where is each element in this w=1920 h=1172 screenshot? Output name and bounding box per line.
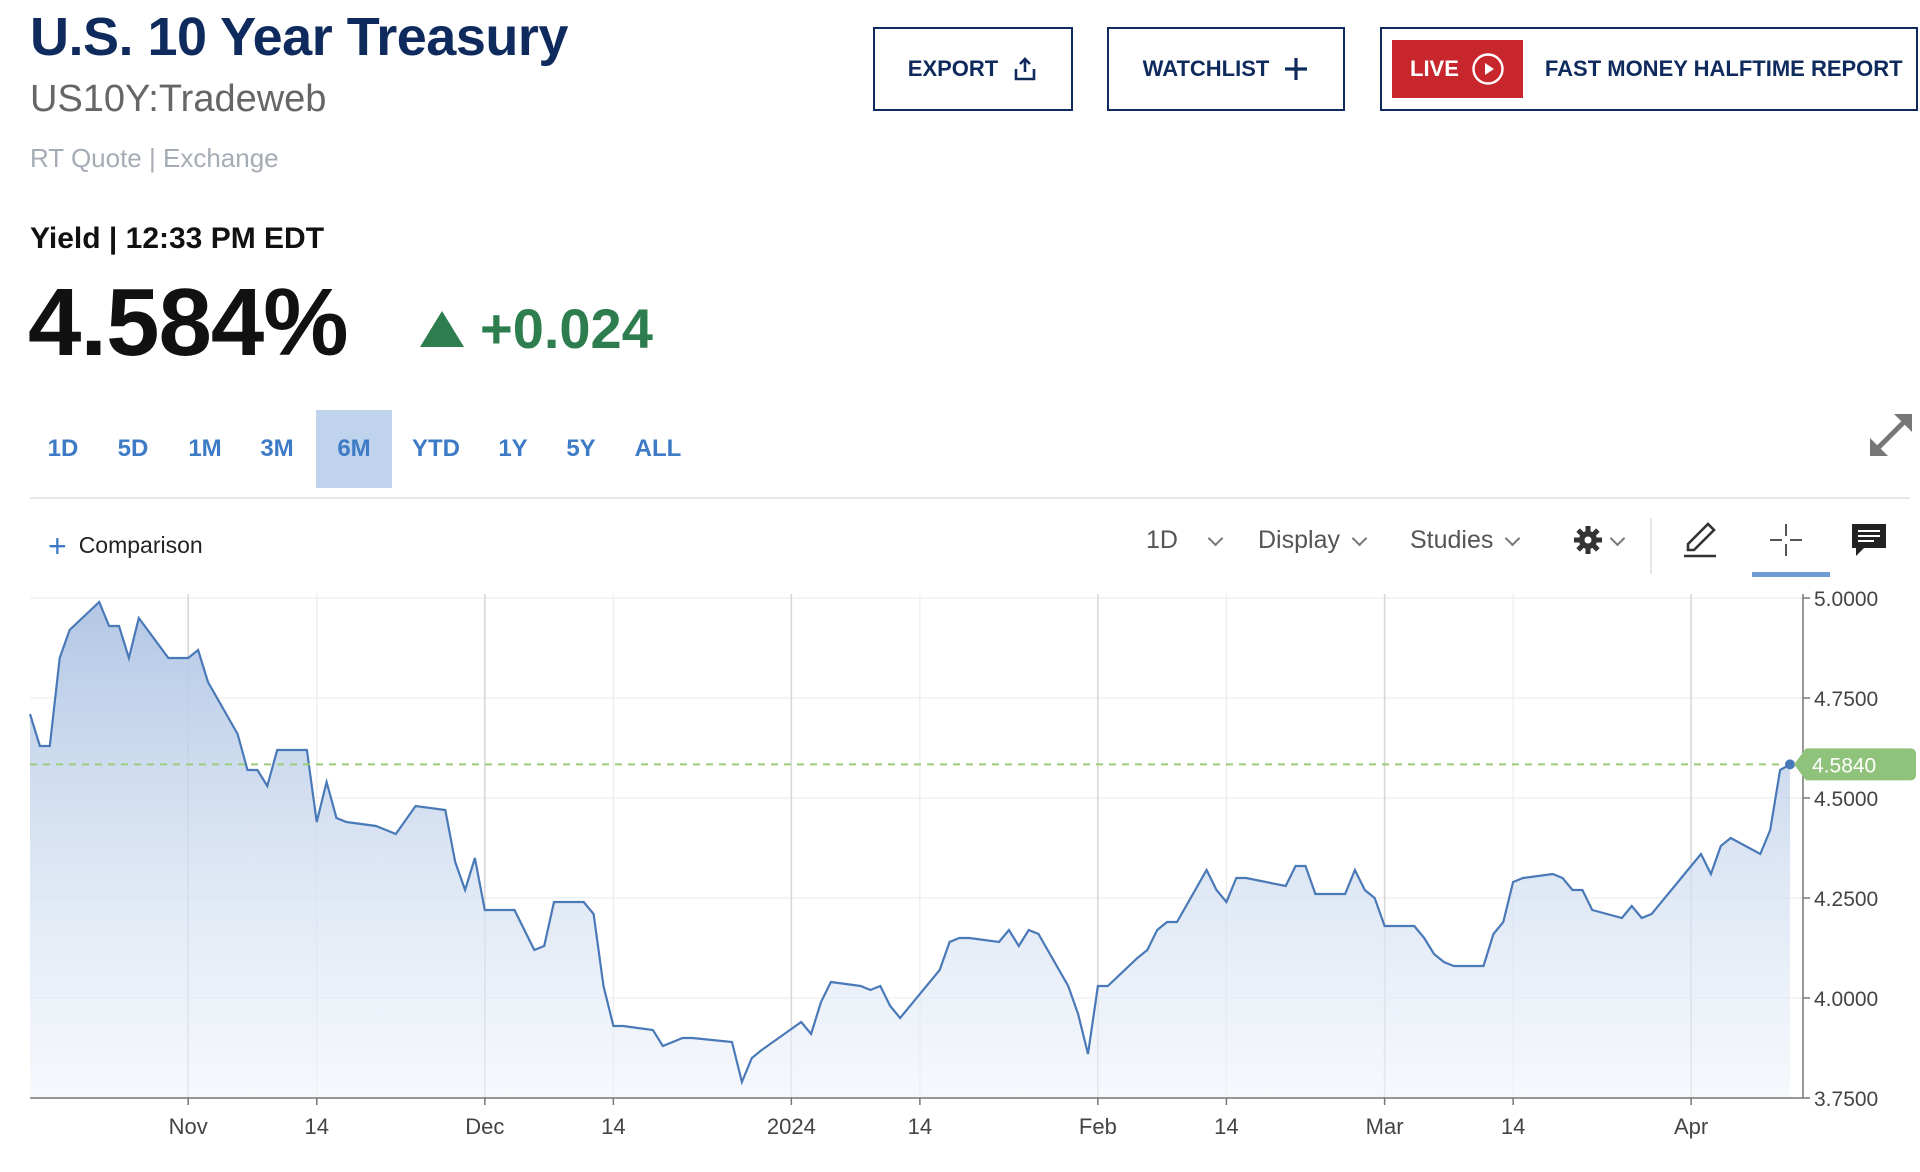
comparison-label: Comparison xyxy=(78,532,203,558)
yield-line xyxy=(28,600,1791,1086)
chevron-down-icon xyxy=(1351,530,1368,547)
range-3m[interactable]: 3M xyxy=(260,435,294,462)
crosshair-icon[interactable] xyxy=(1766,520,1806,560)
comment-icon[interactable] xyxy=(1850,522,1888,558)
page-title: U.S. 10 Year Treasury xyxy=(30,7,568,67)
x-tick-label: Mar xyxy=(1366,1114,1404,1139)
quote-source: RT Quote | Exchange xyxy=(30,143,279,173)
watchlist-label: WATCHLIST xyxy=(1142,56,1270,81)
x-tick-label: 14 xyxy=(1214,1114,1238,1139)
x-tick-label: 14 xyxy=(1501,1114,1525,1139)
plus-icon xyxy=(1285,58,1308,80)
x-tick-label: 14 xyxy=(601,1114,625,1139)
gear-icon xyxy=(1574,526,1602,554)
yield-area xyxy=(30,602,1790,1098)
last-value-tag: 4.5840 xyxy=(1794,748,1916,781)
live-show-title: FAST MONEY HALFTIME REPORT xyxy=(1544,56,1903,81)
y-tick-label: 5.0000 xyxy=(1814,588,1878,611)
studies-label: Studies xyxy=(1410,526,1494,554)
chevron-down-icon xyxy=(1207,530,1224,547)
x-tick-label: 14 xyxy=(304,1114,328,1139)
x-tick-label: Apr xyxy=(1674,1114,1708,1139)
change-value: +0.024 xyxy=(480,297,653,360)
range-5d[interactable]: 5D xyxy=(117,435,149,462)
expand-icon[interactable] xyxy=(1866,410,1916,460)
range-1d[interactable]: 1D xyxy=(47,435,79,462)
share-icon xyxy=(1014,57,1036,81)
chevron-down-icon xyxy=(1609,530,1626,546)
chevron-down-icon xyxy=(1505,530,1521,547)
up-arrow-icon xyxy=(420,310,464,347)
toolbar-separator xyxy=(1650,518,1652,574)
range-all[interactable]: ALL xyxy=(634,435,682,462)
range-1y[interactable]: 1Y xyxy=(498,435,528,462)
live-tag: LIVE xyxy=(1392,40,1523,98)
play-circle-icon xyxy=(1472,53,1504,85)
live-label: LIVE xyxy=(1410,56,1459,81)
last-value-label: 4.5840 xyxy=(1812,754,1876,777)
y-tick-label: 4.0000 xyxy=(1814,988,1878,1011)
export-button[interactable]: EXPORT xyxy=(873,27,1073,111)
yield-chart[interactable]: 5.0000 4.7500 4.5000 4.2500 4.0000 3.7500 Nov… xyxy=(0,580,1920,1172)
comparison-button[interactable]: + Comparison xyxy=(48,527,203,564)
last-value-dot xyxy=(1785,759,1795,770)
x-tick-label: 2024 xyxy=(767,1114,816,1139)
crosshair-active-indicator xyxy=(1752,572,1830,577)
export-label: EXPORT xyxy=(907,56,999,81)
x-tick-label: Nov xyxy=(169,1114,208,1139)
watchlist-button[interactable]: WATCHLIST xyxy=(1107,27,1345,111)
studies-dropdown[interactable]: Studies xyxy=(1410,526,1521,555)
interval-dropdown[interactable]: 1D xyxy=(1146,526,1224,555)
range-6m[interactable]: 6M xyxy=(316,410,392,488)
yield-timestamp: Yield | 12:33 PM EDT xyxy=(30,222,325,255)
range-1m[interactable]: 1M xyxy=(188,435,222,462)
pencil-icon[interactable] xyxy=(1680,520,1720,560)
quote-change: +0.024 xyxy=(420,296,653,361)
y-tick-label: 4.2500 xyxy=(1814,888,1878,911)
x-tick-label: Feb xyxy=(1079,1114,1117,1139)
settings-dropdown[interactable] xyxy=(1572,524,1626,556)
y-tick-label: 3.7500 xyxy=(1814,1088,1878,1111)
y-tick-label: 4.5000 xyxy=(1814,788,1878,811)
range-5y[interactable]: 5Y xyxy=(566,435,596,462)
display-label: Display xyxy=(1258,526,1340,554)
x-tick-label: Dec xyxy=(465,1114,504,1139)
ticker-symbol: US10Y:Tradeweb xyxy=(30,78,327,120)
display-dropdown[interactable]: Display xyxy=(1258,526,1368,555)
live-report-button[interactable]: LIVE FAST MONEY HALFTIME REPORT xyxy=(1380,27,1918,111)
plus-icon: + xyxy=(48,527,67,564)
range-ytd[interactable]: YTD xyxy=(412,435,460,462)
range-divider xyxy=(30,497,1910,499)
interval-label: 1D xyxy=(1146,526,1178,554)
y-tick-label: 4.7500 xyxy=(1814,688,1878,711)
quote-price: 4.584% xyxy=(28,269,349,376)
x-tick-label: 14 xyxy=(908,1114,932,1139)
